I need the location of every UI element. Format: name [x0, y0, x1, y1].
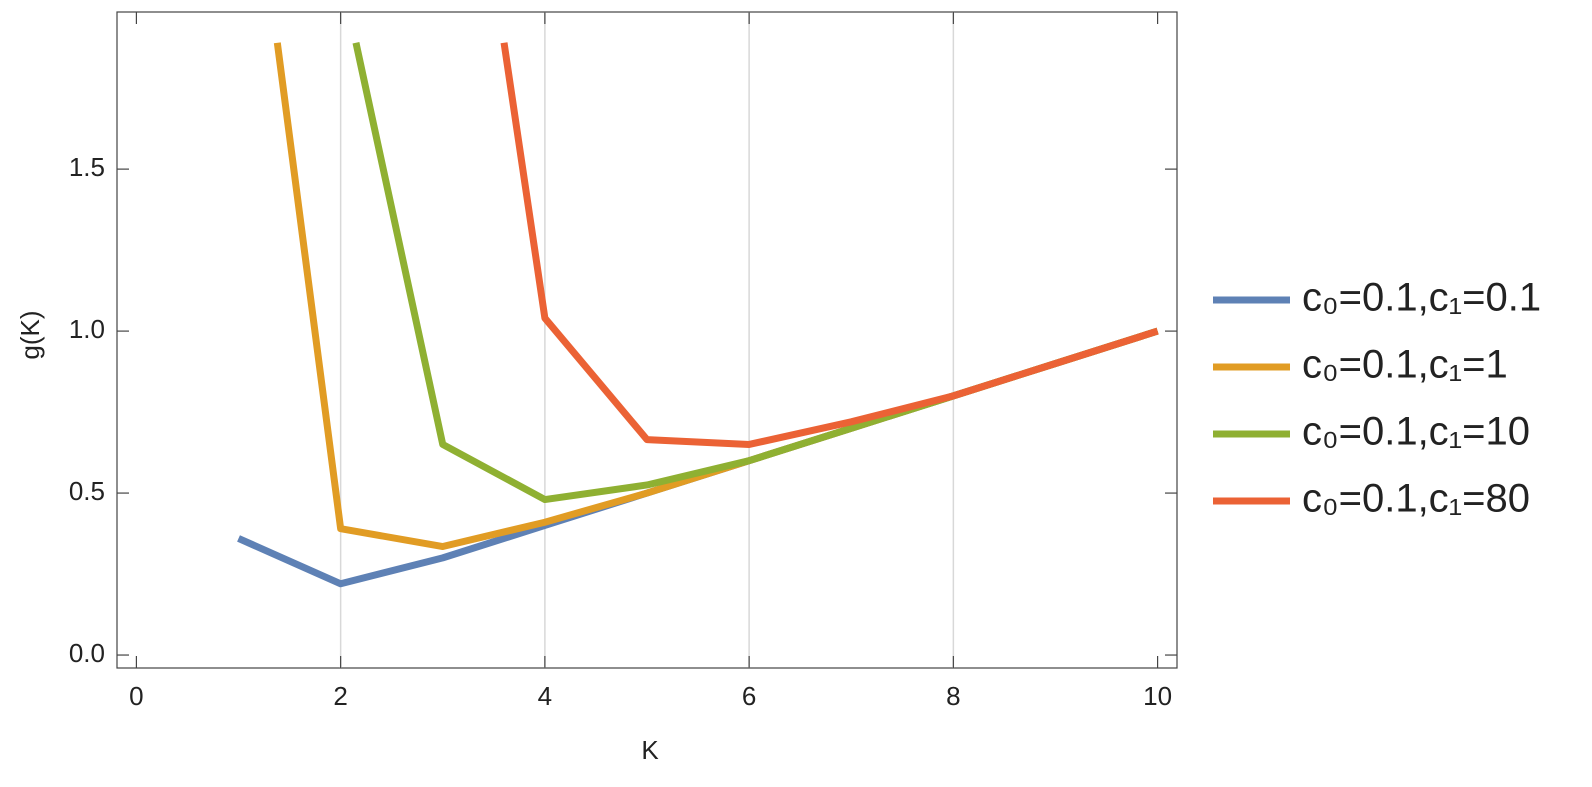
x-axis-label: K	[641, 735, 659, 765]
y-axis-label: g(K)	[15, 310, 45, 359]
x-tick-label: 0	[129, 681, 143, 711]
y-tick-label: 1.5	[69, 152, 105, 182]
legend-label: c₀=0.1,c₁=10	[1302, 410, 1530, 454]
x-tick-label: 10	[1143, 681, 1172, 711]
series-line	[500, 42, 1159, 448]
legend-label: c₀=0.1,c₁=1	[1302, 343, 1508, 387]
x-tick-label: 2	[333, 681, 347, 711]
legend-label: c₀=0.1,c₁=80	[1302, 477, 1530, 521]
y-tick-label: 0.5	[69, 476, 105, 506]
legend-label: c₀=0.1,c₁=0.1	[1302, 276, 1541, 320]
y-tick-label: 0.0	[69, 638, 105, 668]
x-tick-label: 6	[742, 681, 756, 711]
y-tick-label: 1.0	[69, 314, 105, 344]
series-line	[237, 327, 1159, 588]
plot-frame	[116, 11, 1178, 669]
series-line	[352, 42, 1159, 504]
x-tick-label: 8	[946, 681, 960, 711]
x-tick-label: 4	[538, 681, 552, 711]
